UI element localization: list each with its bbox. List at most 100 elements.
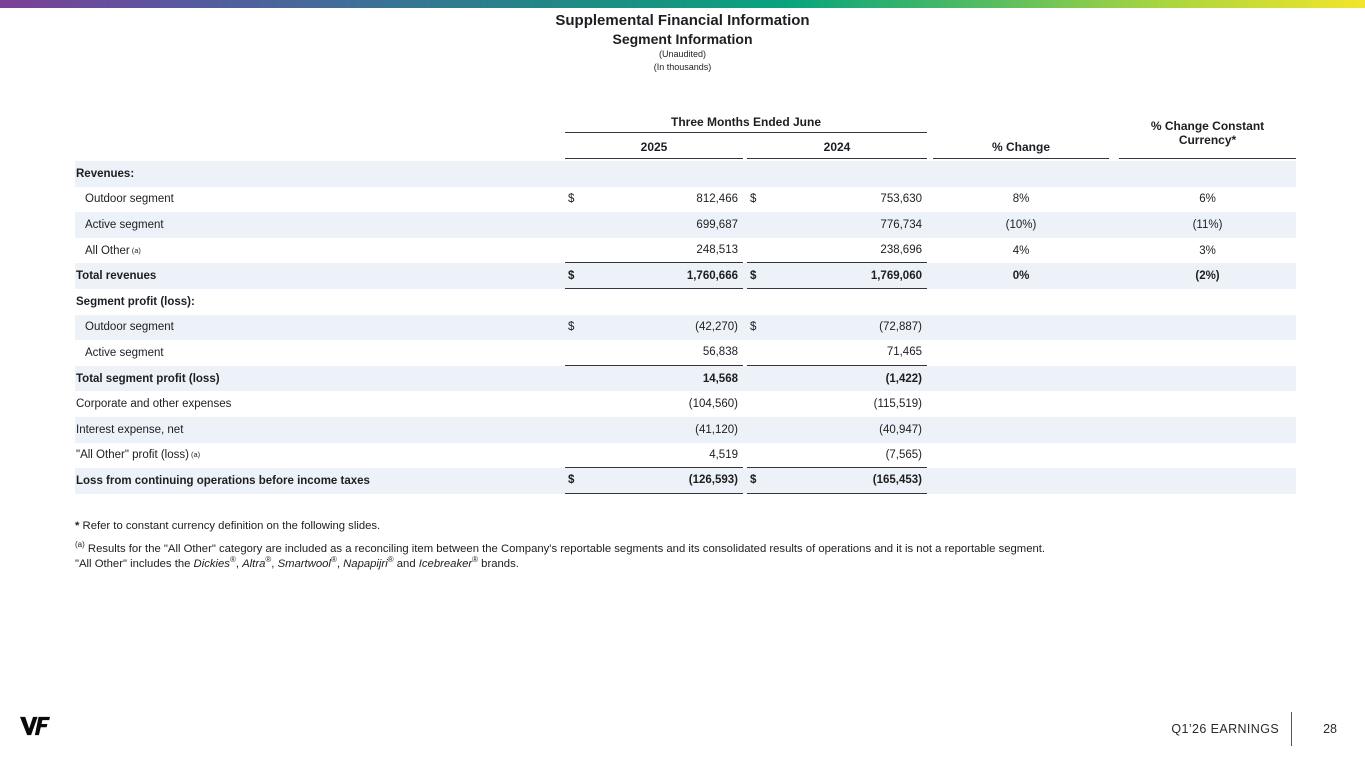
- segment-information-table: Three Months Ended June 2025 2024 % Chan…: [75, 111, 1296, 494]
- pct-change-cc-value: [1119, 391, 1296, 417]
- value-2025: 56,838: [565, 340, 743, 366]
- pct-change-cc-value: [1119, 366, 1296, 392]
- row-label: Interest expense, net: [76, 423, 184, 436]
- footnote-text: "All Other" includes the: [75, 558, 194, 570]
- pct-change-value: [933, 340, 1109, 366]
- dollar-sign: $: [750, 321, 757, 334]
- footnote-text: brands.: [478, 558, 519, 570]
- column-gap: [1109, 212, 1119, 238]
- registered-mark: ®: [330, 555, 337, 565]
- pct-change-value: [933, 366, 1109, 392]
- pct-change-value: 8%: [1012, 193, 1030, 206]
- table-row: Total segment profit (loss) 14,568 (1,422): [75, 365, 1296, 392]
- column-gap: [1109, 417, 1119, 443]
- column-group-header: Three Months Ended June: [565, 115, 927, 133]
- amount: 776,734: [880, 218, 922, 231]
- pct-change-value: [933, 391, 1109, 417]
- slide-subtitle: Segment Information: [612, 31, 753, 47]
- amount: 699,687: [696, 218, 738, 231]
- value-2025: 699,687: [565, 212, 743, 238]
- value-2024: 71,465: [747, 340, 927, 366]
- amount: 812,466: [696, 193, 738, 206]
- dollar-sign: $: [568, 321, 575, 334]
- value-2024: (1,422): [747, 366, 927, 392]
- row-label: Total segment profit (loss): [76, 372, 220, 385]
- value-2024: 776,734: [747, 212, 927, 238]
- amount: 1,769,060: [870, 269, 922, 282]
- registered-mark: ®: [229, 555, 236, 565]
- table-rows: Revenues: Outdoor segment $812,466 $753,630…: [75, 161, 1296, 494]
- column-header-2025: 2025: [565, 133, 743, 159]
- table-row: Active segment 699,687 776,734 (10%) (11%): [75, 212, 1296, 238]
- row-label: Active segment: [85, 218, 164, 231]
- amount: (72,887): [879, 321, 922, 334]
- pct-change-value: [933, 417, 1109, 443]
- row-label: Corporate and other expenses: [76, 398, 232, 411]
- footnote-star-marker: *: [75, 520, 80, 532]
- dollar-sign: $: [750, 193, 757, 206]
- earnings-label: Q1’26 EARNINGS: [1171, 722, 1280, 736]
- dollar-sign: $: [568, 474, 575, 487]
- table-header: Three Months Ended June 2025 2024 % Chan…: [75, 111, 1296, 159]
- value-2025: $1,760,666: [565, 263, 743, 289]
- column-gap: [1109, 289, 1119, 315]
- pct-change-cc-value: [1119, 315, 1296, 341]
- pct-change-value: 0%: [1012, 270, 1030, 283]
- dollar-sign: $: [568, 193, 575, 206]
- page-number: 28: [1323, 722, 1337, 736]
- amount: 753,630: [880, 193, 922, 206]
- amount: 4,519: [709, 448, 738, 461]
- gradient-bar: [0, 0, 1365, 8]
- dollar-sign: $: [568, 269, 575, 282]
- title-block: Supplemental Financial Information Segme…: [0, 11, 1365, 73]
- value-2024: $753,630: [747, 187, 927, 213]
- table-row: All Other (a) 248,513 238,696 4% 3%: [75, 238, 1296, 264]
- amount: (104,560): [688, 398, 738, 411]
- pct-change-cc-value: (11%): [1192, 218, 1223, 231]
- table-row: Corporate and other expenses (104,560) (11…: [75, 391, 1296, 417]
- footnote-text: ,: [336, 558, 344, 570]
- amount: 248,513: [696, 244, 738, 257]
- pct-change-cc-value: [1119, 161, 1296, 187]
- brand-name: Dickies: [193, 558, 230, 570]
- vf-logo: [20, 716, 50, 736]
- brand-name: Napapijri: [343, 558, 388, 570]
- table-row: Active segment 56,838 71,465: [75, 340, 1296, 366]
- amount: 238,696: [880, 244, 922, 257]
- row-label: Outdoor segment: [85, 193, 174, 206]
- amount: (7,565): [885, 448, 922, 461]
- value-2025: 14,568: [565, 366, 743, 392]
- amount: (41,120): [695, 423, 738, 436]
- table-row: "All Other" profit (loss) (a) 4,519 (7,565): [75, 443, 1296, 469]
- amount: (40,947): [879, 423, 922, 436]
- value-2024: (115,519): [747, 391, 927, 417]
- brand-name: Smartwool: [277, 558, 331, 570]
- row-label: Segment profit (loss):: [76, 295, 195, 308]
- value-2025: 4,519: [565, 443, 743, 469]
- column-gap: [1109, 315, 1119, 341]
- row-label: Loss from continuing operations before i…: [76, 474, 370, 487]
- pct-change-value: [933, 289, 1109, 315]
- value-2025: (104,560): [565, 391, 743, 417]
- value-2024: (7,565): [747, 443, 927, 469]
- pct-change-value: [933, 161, 1109, 187]
- row-label: Revenues:: [76, 167, 135, 180]
- column-gap: [1109, 263, 1119, 289]
- pct-change-cc-value: 6%: [1199, 193, 1216, 206]
- cc-header-line1: % Change Constant: [1150, 119, 1265, 133]
- footnote-a-marker: (a): [75, 540, 85, 550]
- column-header-2024: 2024: [747, 133, 927, 159]
- pct-change-cc-value: [1119, 417, 1296, 443]
- brand-name: Icebreaker: [418, 558, 473, 570]
- value-2024: 238,696: [747, 238, 927, 264]
- pct-change-cc-value: (2%): [1195, 270, 1220, 283]
- brand-name: Altra: [242, 558, 266, 570]
- amount: 1,760,666: [686, 269, 738, 282]
- table-row: Outdoor segment $812,466 $753,630 8% 6%: [75, 187, 1296, 213]
- amount: 71,465: [886, 346, 922, 359]
- column-gap: [1109, 238, 1119, 264]
- column-gap: [1109, 340, 1119, 366]
- registered-mark: ®: [472, 555, 479, 565]
- table-row: Interest expense, net (41,120) (40,947): [75, 416, 1296, 443]
